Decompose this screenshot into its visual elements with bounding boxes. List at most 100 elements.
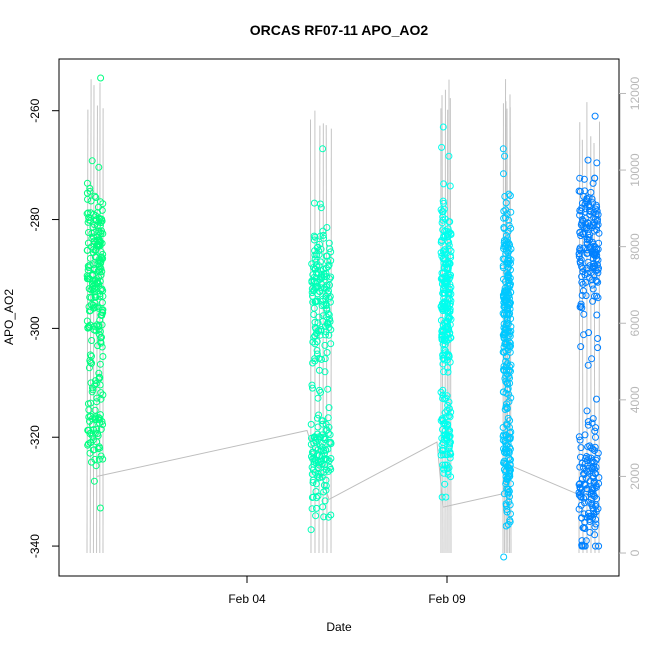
data-point — [91, 253, 99, 261]
data-point — [589, 285, 597, 293]
data-point — [437, 238, 445, 246]
data-point — [594, 269, 602, 277]
data-point — [438, 331, 446, 339]
data-point — [506, 423, 513, 431]
data-point — [313, 269, 321, 277]
data-point — [95, 228, 103, 235]
data-point — [583, 407, 591, 415]
data-point — [324, 385, 332, 393]
data-point — [444, 368, 452, 376]
data-point — [501, 152, 509, 160]
data-point — [84, 400, 92, 408]
data-point — [310, 199, 318, 207]
data-point — [310, 264, 317, 271]
data-point — [499, 145, 507, 153]
data-point — [578, 204, 586, 212]
data-point — [442, 394, 450, 402]
data-point — [323, 224, 331, 231]
data-point — [91, 192, 99, 200]
data-point — [322, 331, 329, 339]
data-point — [587, 208, 594, 216]
data-point — [440, 368, 448, 376]
data-point — [322, 446, 330, 454]
data-point — [590, 222, 598, 229]
data-point — [310, 236, 318, 244]
data-point — [591, 218, 599, 226]
data-point — [446, 448, 454, 456]
y2-tick-label: 8000 — [628, 233, 642, 260]
data-point — [86, 275, 94, 283]
data-point — [319, 227, 327, 235]
data-point — [577, 256, 585, 264]
data-point — [594, 221, 602, 229]
data-point — [87, 197, 95, 205]
data-point — [95, 369, 103, 377]
data-point — [84, 246, 91, 254]
data-point — [503, 404, 511, 412]
data-point — [500, 207, 508, 215]
data-point — [438, 493, 446, 501]
data-point — [326, 431, 334, 439]
data-point — [438, 252, 446, 260]
data-point — [325, 467, 332, 475]
data-point — [439, 354, 447, 362]
data-point — [505, 300, 513, 307]
y2-tick-label: 10000 — [628, 153, 642, 187]
data-point — [446, 413, 454, 421]
data-point — [439, 216, 447, 224]
data-point — [500, 275, 507, 283]
data-point — [580, 310, 588, 318]
data-point — [438, 280, 446, 288]
data-point — [502, 522, 510, 530]
data-point — [98, 285, 106, 293]
data-point — [502, 478, 510, 486]
data-point — [95, 321, 103, 329]
y2-tick-label: 4000 — [628, 386, 642, 413]
data-point — [589, 415, 597, 423]
data-point — [321, 436, 329, 443]
data-point — [313, 278, 321, 286]
data-point — [579, 230, 587, 238]
data-point — [96, 504, 104, 512]
data-point — [319, 417, 327, 425]
data-point — [593, 311, 601, 319]
data-point — [577, 343, 585, 351]
data-point — [505, 372, 513, 380]
data-point — [506, 516, 514, 524]
data-point — [439, 123, 447, 131]
data-point — [577, 493, 585, 500]
data-point — [580, 524, 588, 531]
data-point — [500, 225, 508, 233]
data-point — [314, 464, 322, 472]
data-point — [439, 439, 447, 446]
data-point — [591, 112, 599, 120]
data-point — [86, 184, 94, 192]
data-point — [83, 210, 91, 218]
data-point — [327, 248, 335, 256]
y2-tick-label: 12000 — [628, 76, 642, 110]
data-point — [439, 386, 447, 394]
data-point — [442, 305, 450, 313]
data-point — [311, 355, 319, 363]
data-point — [97, 230, 105, 238]
data-point — [88, 229, 96, 237]
data-point — [444, 290, 452, 298]
data-point — [325, 513, 332, 521]
data-point — [592, 542, 599, 550]
data-point — [504, 273, 512, 281]
data-point — [505, 398, 513, 406]
data-point — [95, 443, 103, 451]
data-point — [590, 214, 598, 222]
data-point — [584, 443, 592, 451]
data-point — [582, 292, 590, 300]
data-point — [85, 324, 93, 332]
data-point — [507, 299, 514, 307]
data-point — [85, 216, 93, 224]
data-point — [312, 330, 320, 338]
data-point — [91, 414, 99, 422]
data-point — [93, 242, 101, 250]
data-point — [500, 324, 508, 332]
data-point — [499, 331, 507, 339]
data-point — [318, 355, 325, 363]
data-point — [313, 504, 320, 512]
